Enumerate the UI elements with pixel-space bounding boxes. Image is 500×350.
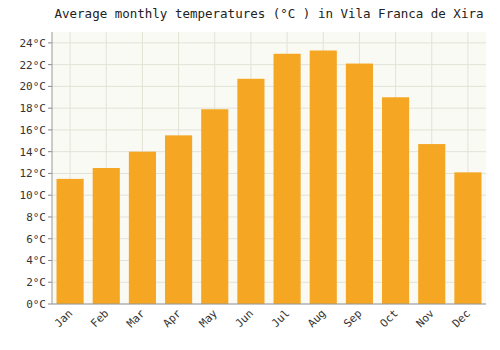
y-tick-label: 22°C <box>20 59 47 72</box>
y-tick-label: 10°C <box>20 189 47 202</box>
bars <box>57 50 482 304</box>
y-grid-line <box>52 86 486 87</box>
bar <box>274 54 301 304</box>
bar <box>310 50 337 304</box>
x-tick-label: Jul <box>269 307 292 330</box>
y-tick-label: 20°C <box>20 80 47 93</box>
y-tick-label: 0°C <box>26 298 46 311</box>
x-tick-label: Apr <box>160 307 184 331</box>
title: Average monthly temperatures (°C ) in Vi… <box>55 6 484 21</box>
y-tick-label: 18°C <box>20 102 47 115</box>
y-grid-line <box>52 129 486 130</box>
y-grid-line <box>52 42 486 43</box>
bar <box>418 144 445 304</box>
y-tick-label: 2°C <box>26 276 46 289</box>
y-tick <box>48 195 52 196</box>
y-tick <box>48 86 52 87</box>
y-tick <box>48 238 52 239</box>
x-axis-line <box>52 304 486 305</box>
bar <box>454 172 481 304</box>
x-tick-label: Jun <box>233 307 256 330</box>
x-tick-label: Sep <box>341 307 364 330</box>
y-tick-label: 4°C <box>26 254 46 267</box>
y-tick-label: 6°C <box>26 233 46 246</box>
bar <box>201 109 228 304</box>
plot-background <box>52 32 486 304</box>
bar <box>129 152 156 304</box>
y-tick <box>48 304 52 305</box>
bar <box>93 168 120 304</box>
y-tick-label: 14°C <box>20 146 47 159</box>
y-tick <box>48 260 52 261</box>
y-tick-label: 12°C <box>20 167 47 180</box>
y-tick <box>48 151 52 152</box>
bar <box>237 79 264 304</box>
y-tick <box>48 64 52 65</box>
y-tick <box>48 108 52 109</box>
y-tick <box>48 42 52 43</box>
bar <box>346 64 373 304</box>
y-grid-line <box>52 64 486 65</box>
y-tick-label: 8°C <box>26 211 46 224</box>
y-tick-label: 16°C <box>20 124 47 137</box>
y-tick <box>48 282 52 283</box>
x-tick-label: Mar <box>124 307 148 331</box>
x-tick-label: May <box>197 307 221 331</box>
bar <box>165 135 192 304</box>
chart-svg: 0°C 2°C 4°C 6°C 8°C 10°C 12°C 14°C 16°C 18°C 20°C 2… <box>0 0 500 350</box>
y-tick-label: 24°C <box>20 37 47 50</box>
chart-container: 0°C 2°C 4°C 6°C 8°C 10°C 12°C 14°C 16°C 18°C 20°C 2… <box>0 0 500 350</box>
x-tick-label: Dec <box>450 307 473 330</box>
y-tick <box>48 129 52 130</box>
y-tick <box>48 216 52 217</box>
bar <box>382 97 409 304</box>
y-axis-line <box>52 32 53 304</box>
bar <box>57 179 84 304</box>
y-tick <box>48 173 52 174</box>
x-tick-label: Feb <box>88 307 111 330</box>
y-grid-line <box>52 304 486 305</box>
x-tick-label: Oct <box>377 307 400 330</box>
x-tick-label: Aug <box>305 307 328 330</box>
y-grid-line <box>52 108 486 109</box>
x-tick-label: Jan <box>52 307 75 330</box>
x-tick-label: Nov <box>414 307 438 331</box>
